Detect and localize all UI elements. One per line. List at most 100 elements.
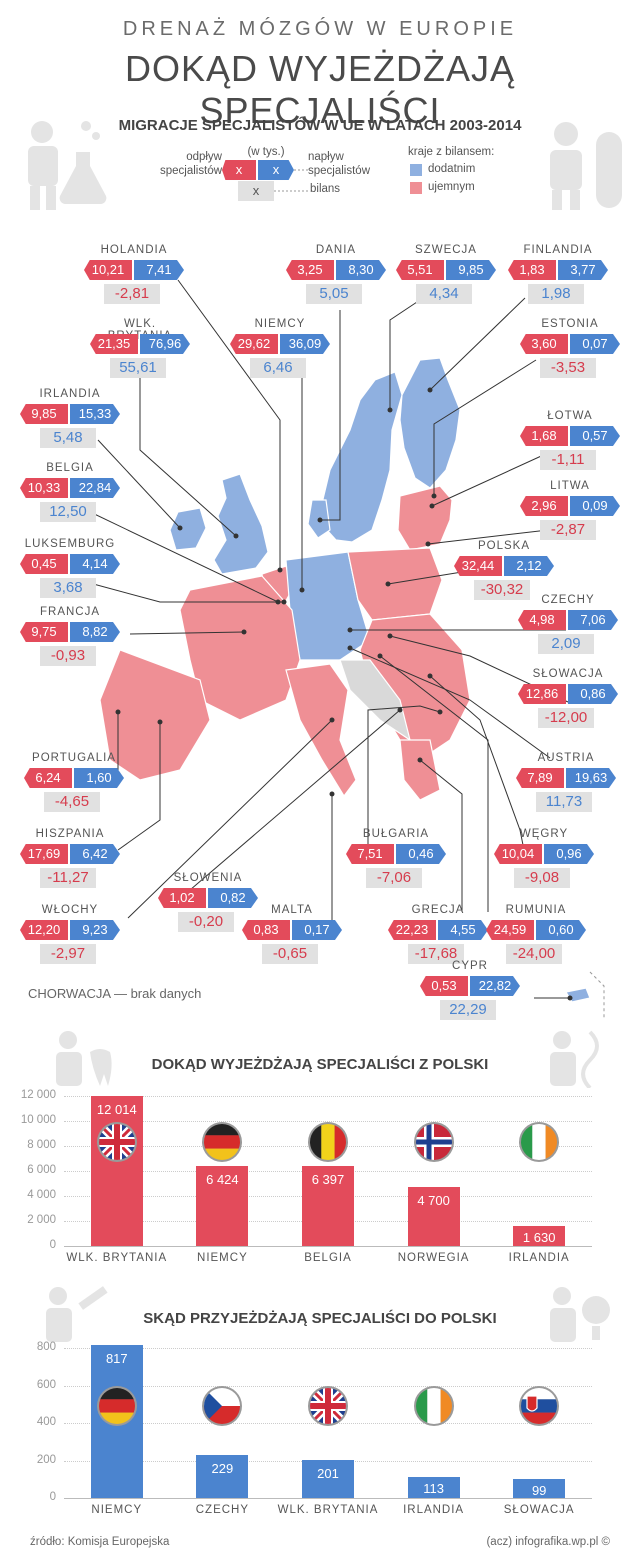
map-poland [347, 547, 443, 621]
country-name: WŁOCHY [41, 904, 99, 916]
outflow-value: 1,83 [508, 260, 556, 280]
country-name: DANIA [315, 244, 357, 256]
y-tick-label: 800 [36, 1341, 56, 1353]
category-label: SŁOWACJA [503, 1504, 575, 1516]
country-name: GRECJA [411, 904, 465, 916]
europe-map [85, 279, 605, 1018]
balance-value: -9,08 [514, 868, 570, 888]
legend-positive-swatch [410, 164, 422, 176]
outflow-value: 21,35 [90, 334, 138, 354]
country-name: ŁOTWA [547, 410, 593, 422]
flag-germany-icon [200, 1120, 244, 1169]
outflow-value: 32,44 [454, 556, 502, 576]
outflow-value: 3,60 [520, 334, 568, 354]
y-tick-label: 4 000 [27, 1189, 56, 1201]
globe-person-icon [550, 1287, 610, 1342]
inflow-value: 9,85 [446, 260, 496, 280]
inflow-value: 22,84 [70, 478, 120, 498]
inflow-value: 0,09 [570, 496, 620, 516]
balance-value: -24,00 [506, 944, 562, 964]
country-name: HOLANDIA [100, 244, 168, 256]
country-name: IRLANDIA [39, 388, 101, 400]
country-name: HISZPANIA [35, 828, 105, 840]
balance-value: 6,46 [250, 358, 306, 378]
bar-value-label: 6 397 [311, 1172, 345, 1188]
y-tick-label: 12 000 [20, 1089, 56, 1101]
subtitle: DRENAŻ MÓZGÓW W EUROPIE [122, 18, 518, 40]
inflow-value: 1,60 [74, 768, 124, 788]
bar-value-label: 229 [211, 1461, 234, 1477]
inflow-value: 7,41 [134, 260, 184, 280]
legend-unit: (w tys.) [247, 146, 285, 158]
chart1-title: DOKĄD WYJEŻDŻAJĄ SPECJALIŚCI Z POLSKI [151, 1056, 489, 1073]
balance-value: -0,20 [178, 912, 234, 932]
inflow-value: 76,96 [140, 334, 190, 354]
outflow-value: 1,68 [520, 426, 568, 446]
bar-value-label: 4 700 [417, 1193, 450, 1209]
legend-outflow: odpływ specjalistów [160, 151, 222, 177]
outflow-value: 17,69 [20, 844, 68, 864]
leader-lines [85, 279, 570, 999]
bar-value-label: 12 014 [96, 1101, 137, 1117]
chart2-title: SKĄD PRZYJEŻDŻAJĄ SPECJALIŚCI DO POLSKI [143, 1310, 497, 1327]
leader-dots [115, 387, 573, 1001]
gridline [64, 1498, 592, 1499]
country-name: AUSTRIA [537, 752, 595, 764]
outflow-value: 10,04 [494, 844, 542, 864]
balance-value: 1,98 [528, 284, 584, 304]
outflow-value: 0,83 [242, 920, 290, 940]
inflow-value: 36,09 [280, 334, 330, 354]
outflow-value: 7,51 [346, 844, 394, 864]
inflow-value: 8,30 [336, 260, 386, 280]
category-label: WLK. BRYTANIA [66, 1252, 168, 1264]
nurse-syringe-icon [46, 1286, 108, 1342]
category-label: BELGIA [304, 1252, 352, 1264]
flag-slovakia-icon [517, 1384, 561, 1433]
inflow-value: 0,07 [570, 334, 620, 354]
country-name: WĘGRY [519, 828, 569, 840]
gridline [64, 1096, 592, 1097]
bar [407, 1187, 460, 1246]
inflow-value: 22,82 [470, 976, 520, 996]
balance-value: -4,65 [44, 792, 100, 812]
category-label: WLK. BRYTANIA [277, 1504, 379, 1516]
flag-ireland-icon [412, 1384, 456, 1433]
country-name: PORTUGALIA [32, 752, 116, 764]
map-finland [399, 357, 461, 489]
map-norway-sweden [317, 371, 403, 543]
legend-balance-title: kraje z bilansem: [408, 146, 495, 158]
inflow-value: 7,06 [568, 610, 618, 630]
bar [302, 1460, 354, 1498]
legend-lines [204, 169, 308, 192]
main-title: DOKĄD WYJEŻDŻAJĄ SPECJALIŚCI [124, 48, 516, 131]
balance-value: -2,87 [540, 520, 596, 540]
balance-value: -3,53 [540, 358, 596, 378]
bar [90, 1095, 143, 1246]
outflow-value: 0,45 [20, 554, 68, 574]
flag-czech-icon [200, 1384, 244, 1433]
flag-germany-icon [95, 1384, 139, 1433]
map-baltics [397, 485, 453, 551]
bar [513, 1225, 566, 1246]
category-label: IRLANDIA [508, 1252, 570, 1264]
bar [302, 1166, 354, 1246]
legend-negative: ujemnym [428, 181, 475, 193]
balance-value: -17,68 [408, 944, 464, 964]
inflow-value: 0,96 [544, 844, 594, 864]
y-tick-label: 2 000 [27, 1214, 56, 1226]
y-tick-label: 0 [49, 1239, 56, 1251]
y-tick-label: 6 000 [27, 1164, 56, 1176]
inflow-value: 19,63 [566, 768, 616, 788]
category-label: NORWEGIA [397, 1252, 470, 1264]
category-label: CZECHY [195, 1504, 250, 1516]
balance-value: 3,68 [40, 578, 96, 598]
y-tick-label: 0 [49, 1491, 56, 1503]
bar-value-label: 99 [531, 1483, 547, 1499]
category-label: NIEMCY [91, 1504, 143, 1516]
bar-value-label: 113 [423, 1480, 444, 1496]
balance-value: 5,05 [306, 284, 362, 304]
y-tick-label: 8 000 [27, 1139, 56, 1151]
inflow-value: 2,12 [504, 556, 554, 576]
bar [407, 1476, 460, 1498]
outflow-value: 6,24 [24, 768, 72, 788]
